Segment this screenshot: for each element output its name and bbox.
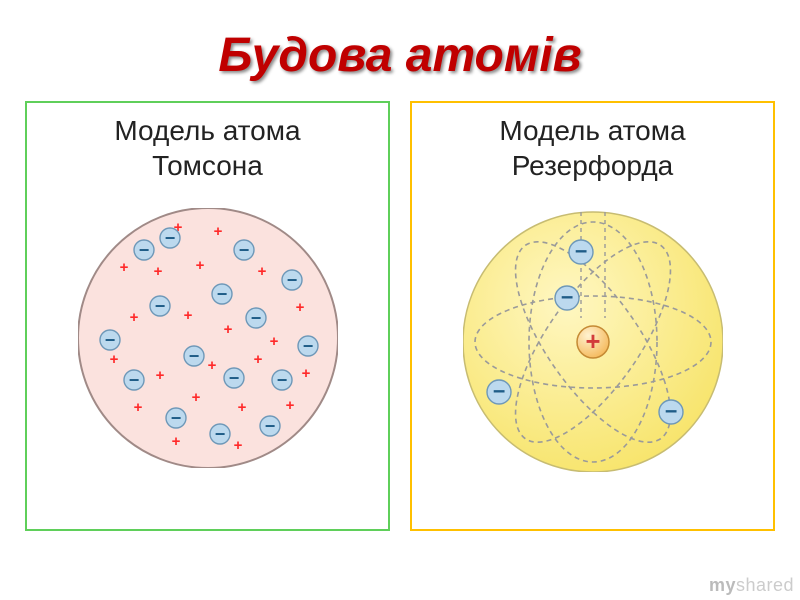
svg-text:+: + (223, 321, 232, 338)
svg-text:−: − (302, 336, 313, 356)
panels-row: Модель атома Томсона +++++++++++++++++++… (0, 101, 800, 531)
svg-text:+: + (285, 397, 294, 414)
watermark: myshared (709, 575, 794, 596)
svg-text:−: − (250, 308, 261, 328)
svg-text:−: − (214, 424, 225, 444)
thomson-label-line1: Модель атома (27, 113, 388, 148)
svg-text:+: + (109, 351, 118, 368)
svg-text:−: − (238, 240, 249, 260)
svg-text:+: + (129, 309, 138, 326)
svg-text:+: + (171, 433, 180, 450)
svg-text:+: + (119, 259, 128, 276)
svg-text:−: − (664, 399, 677, 424)
svg-text:+: + (207, 357, 216, 374)
rutherford-label: Модель атома Резерфорда (412, 103, 773, 183)
svg-text:+: + (295, 299, 304, 316)
svg-text:+: + (257, 263, 266, 280)
rutherford-label-line1: Модель атома (412, 113, 773, 148)
svg-text:+: + (191, 389, 200, 406)
svg-text:−: − (188, 346, 199, 366)
rutherford-label-line2: Резерфорда (412, 148, 773, 183)
thomson-diagram: ++++++++++++++++++++++−−−−−−−−−−−−−−−− (78, 208, 338, 468)
svg-text:+: + (133, 399, 142, 416)
svg-text:−: − (264, 416, 275, 436)
rutherford-diagram: +−−−− (463, 208, 723, 472)
page-title: Будова атомів (0, 0, 800, 101)
svg-text:+: + (301, 365, 310, 382)
panel-rutherford: Модель атома Резерфорда +−−−− (410, 101, 775, 531)
svg-text:+: + (155, 367, 164, 384)
svg-text:−: − (104, 330, 115, 350)
svg-text:−: − (154, 296, 165, 316)
svg-text:−: − (216, 284, 227, 304)
svg-text:−: − (276, 370, 287, 390)
svg-text:+: + (269, 333, 278, 350)
svg-text:−: − (164, 228, 175, 248)
svg-text:−: − (128, 370, 139, 390)
thomson-label-line2: Томсона (27, 148, 388, 183)
svg-text:+: + (253, 351, 262, 368)
svg-text:+: + (585, 328, 600, 356)
svg-text:+: + (195, 257, 204, 274)
svg-text:−: − (138, 240, 149, 260)
svg-text:+: + (153, 263, 162, 280)
svg-text:−: − (574, 239, 587, 264)
svg-text:−: − (560, 285, 573, 310)
panel-thomson: Модель атома Томсона + + + + + + + + + + + + + + + + + + +… (25, 101, 390, 531)
svg-text:−: − (170, 408, 181, 428)
svg-text:−: − (492, 379, 505, 404)
svg-text:+: + (233, 437, 242, 454)
thomson-label: Модель атома Томсона (27, 103, 388, 183)
svg-text:−: − (286, 270, 297, 290)
svg-text:+: + (237, 399, 246, 416)
svg-text:−: − (228, 368, 239, 388)
svg-text:+: + (183, 307, 192, 324)
svg-text:+: + (213, 223, 222, 240)
